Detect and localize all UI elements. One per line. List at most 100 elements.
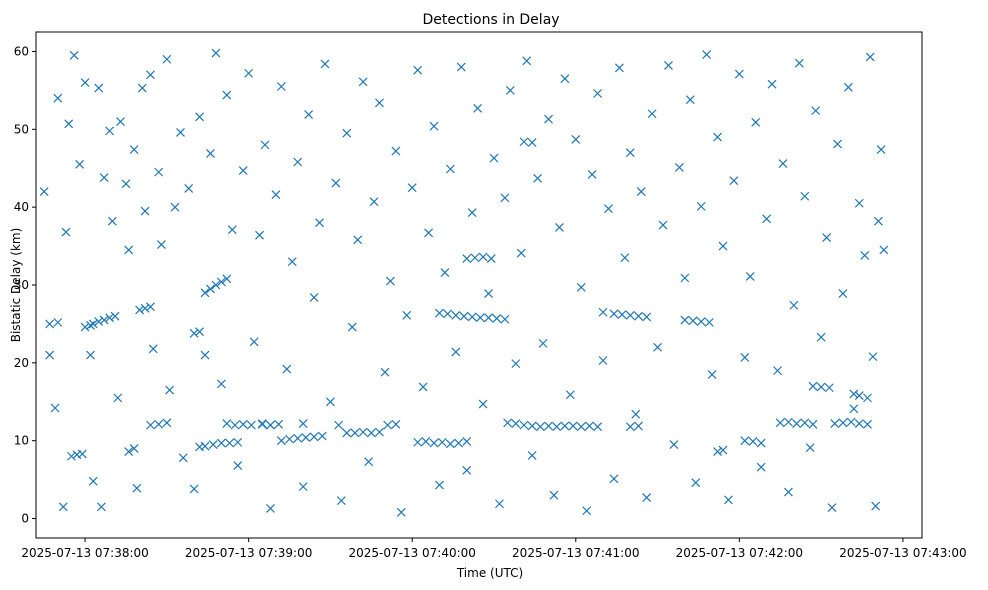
data-point [500,314,510,324]
data-point [156,240,166,249]
data-point [876,145,886,154]
data-point [745,272,755,281]
data-point [391,419,401,429]
data-point [309,432,319,442]
data-point [178,453,188,463]
data-point [75,159,85,169]
data-point [88,476,98,486]
data-point [849,404,859,414]
data-point [107,216,117,226]
data-point [435,480,444,490]
data-point [298,419,308,428]
data-point [238,419,248,429]
data-point [97,502,106,512]
data-point [527,451,537,460]
data-point [459,311,469,321]
data-point [413,65,423,75]
data-point [800,418,810,428]
data-point [437,437,447,447]
data-point [402,310,412,320]
data-point [511,419,521,428]
data-point [456,62,466,72]
data-point [549,490,559,500]
data-point [462,465,472,475]
data-point [614,63,624,73]
data-point [495,499,504,509]
data-point [805,443,815,453]
x-tick-label: 2025-07-13 07:43:00 [839,546,966,560]
data-point [680,315,690,325]
data-point [560,421,570,431]
data-point [565,390,575,400]
data-point [516,248,526,258]
data-point [816,382,826,392]
data-point [691,478,701,488]
data-point [135,305,145,315]
data-point [871,501,881,511]
data-point [489,153,499,163]
data-point [775,418,785,428]
data-point [593,422,603,432]
data-point [816,332,826,342]
data-point [67,451,76,461]
data-point [435,308,444,318]
data-point [734,69,744,79]
data-point [225,438,234,448]
data-point [293,157,303,167]
data-point [195,327,204,337]
data-point [99,173,109,182]
data-point [718,445,728,455]
data-point [189,484,199,494]
y-tick-label: 10 [14,434,29,448]
data-point [137,83,147,93]
data-point [789,300,799,310]
data-point [271,190,281,200]
data-point [304,110,314,119]
y-axis-ticks: 0 10 20 30 40 50 60 [14,44,36,526]
data-point [276,82,286,91]
data-point [421,437,431,446]
data-point [407,183,417,193]
data-point [396,507,406,517]
data-point [576,422,586,432]
data-point [429,438,439,448]
data-point [522,56,532,66]
data-point [642,493,652,502]
data-point [653,342,662,352]
data-point [61,227,71,237]
data-point [222,90,232,100]
data-point [88,319,98,329]
data-point [634,421,643,431]
data-point [45,319,55,329]
data-point [680,273,690,283]
data-point [418,382,428,392]
data-point [113,393,123,403]
data-point [707,370,717,379]
data-point [773,366,782,376]
data-point [140,303,150,313]
data-point [227,225,237,235]
data-point [587,170,597,179]
data-point [293,433,303,443]
data-point [148,344,158,354]
data-point [369,197,379,207]
data-point [598,356,608,365]
data-point [688,316,698,326]
data-point [429,121,439,131]
data-point [375,427,384,437]
data-point [391,146,401,156]
data-point [486,254,496,263]
data-point [625,310,635,320]
data-point [184,184,194,193]
data-point [216,277,226,287]
data-point [364,457,374,467]
data-point [342,128,352,138]
data-point [336,496,346,506]
data-point [86,350,95,360]
data-point [317,431,327,441]
data-point [298,482,308,492]
data-point [233,437,243,447]
data-point [473,103,483,113]
data-point [195,112,204,122]
data-point [783,417,793,427]
